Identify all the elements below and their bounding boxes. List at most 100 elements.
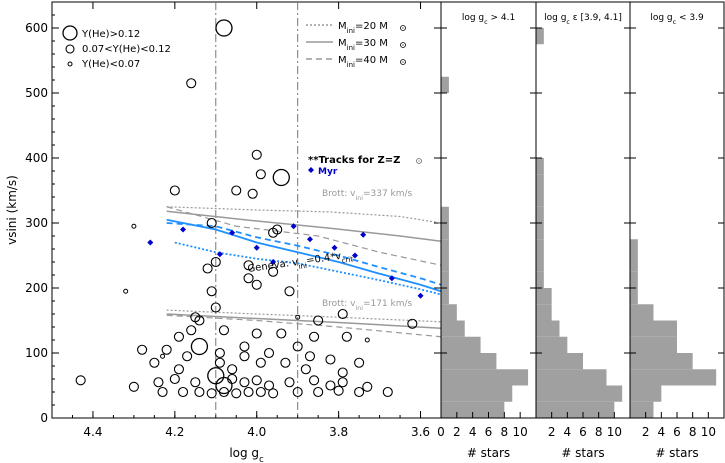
brott-low-label-part: Brott: v [322, 299, 356, 309]
star-point-medium [300, 364, 311, 375]
histogram-bar [536, 174, 544, 191]
geneva-label-part: ini [298, 262, 307, 271]
histogram-bar [630, 369, 717, 386]
y-tick-label: 600 [25, 21, 48, 35]
hist-x-axis-label: # stars [467, 446, 510, 460]
hist-x-tick-label: 0 [437, 425, 445, 439]
star-point-medium [325, 380, 336, 391]
histogram-bar [630, 271, 638, 288]
hist-x-tick-label: 8 [689, 425, 697, 439]
brott-low-label-part: =171 km/s [363, 299, 413, 309]
legend-track-label: Mini=30 M [338, 38, 388, 52]
star-point-medium [206, 286, 217, 297]
star-point-medium [284, 377, 295, 388]
star-point-medium [75, 375, 86, 386]
star-point-medium [313, 315, 324, 326]
star-point-medium [255, 357, 266, 368]
legend-track-label-part: M [338, 38, 347, 49]
star-point-small [123, 288, 129, 294]
histogram-bar [441, 255, 449, 272]
hist-x-tick-label: 4 [564, 425, 572, 439]
hist-x-tick-label: 4 [469, 425, 477, 439]
legend-track-label-part: =30 M [355, 38, 388, 49]
histogram-title: log gc < 3.9 [650, 13, 704, 26]
x-axis-label-part: log g [229, 446, 259, 460]
histogram-bar [536, 385, 623, 402]
star-point-medium [161, 344, 172, 355]
histogram-bar [441, 369, 529, 386]
histogram-bar [630, 304, 654, 321]
hist-x-tick-label: 2 [642, 425, 650, 439]
brott-high-30msun-track [166, 210, 442, 242]
histogram-title-part: c [566, 19, 570, 26]
myr-marker [253, 244, 260, 251]
hist-x-tick-label: 10 [607, 425, 622, 439]
x-tick-label: 4.2 [165, 425, 184, 439]
star-point-medium [173, 331, 184, 342]
legend-track-label-part: ini [347, 27, 355, 35]
star-point-small [364, 337, 370, 343]
hist-x-axis-label: # stars [655, 446, 698, 460]
brott-high-label: Brott: vini=337 km/s [322, 189, 413, 202]
brott-high-label-part: =337 km/s [363, 189, 413, 199]
star-point-medium [182, 351, 193, 362]
histogram-bar [630, 320, 677, 337]
star-point-large [272, 168, 290, 187]
star-point-medium [313, 386, 324, 398]
geneva-40msun-track [166, 222, 442, 286]
hist-x-tick-label: 6 [673, 425, 681, 439]
x-axis-label: log gc [229, 446, 264, 463]
myr-legend-marker [308, 167, 314, 173]
histogram-bar [441, 288, 449, 305]
legend-he-low: Y(He)<0.07 [81, 59, 140, 70]
histogram-bar [536, 239, 544, 256]
histogram-title: log gc ε [3.9, 4.1] [544, 13, 622, 26]
histogram-bar [630, 401, 654, 418]
histogram-bar [441, 76, 449, 93]
star-point-medium [210, 302, 221, 313]
brott-low-label-part: ini [355, 305, 363, 312]
myr-marker [180, 226, 187, 233]
y-tick-label: 400 [25, 151, 48, 165]
star-point-medium [214, 357, 225, 368]
histogram-bar [536, 288, 552, 305]
histogram-bar [441, 385, 513, 402]
sun-symbol-dot [402, 61, 404, 63]
star-point-medium [210, 256, 221, 268]
star-point-medium [251, 149, 262, 160]
star-point-medium [243, 260, 254, 271]
star-point-medium [194, 315, 205, 326]
histogram-bar [536, 223, 544, 240]
star-point-medium [268, 388, 279, 399]
legend-he-high: Y(He)>0.12 [81, 29, 140, 40]
star-point-medium [153, 377, 164, 388]
star-point-medium [382, 386, 393, 398]
brott-low-label: Brott: vini=171 km/s [322, 299, 413, 312]
legend-track-label: Mini=40 M [338, 55, 388, 69]
star-point-medium [202, 263, 213, 274]
histogram-bar [630, 288, 638, 305]
geneva-label-part: crit [341, 255, 354, 265]
legend-medium-circle [65, 44, 75, 54]
myr-marker [270, 259, 277, 265]
hist-x-tick-label: 8 [501, 425, 509, 439]
star-point-medium [243, 273, 254, 284]
histogram-bar [441, 353, 497, 370]
y-tick-label: 500 [25, 86, 48, 100]
star-point-medium [309, 331, 320, 342]
x-tick-label: 4.0 [247, 425, 266, 439]
x-tick-label: 3.8 [329, 425, 348, 439]
myr-marker [216, 251, 223, 258]
star-point-small [295, 314, 301, 320]
star-point-medium [239, 377, 250, 388]
star-point-medium [268, 266, 279, 277]
star-point-medium [255, 169, 266, 180]
hist-x-axis-label: # stars [561, 446, 604, 460]
legend-track-label-part: ini [347, 44, 355, 52]
star-point-medium [325, 354, 336, 365]
star-point-medium [255, 386, 266, 398]
histogram-bar [441, 239, 449, 256]
hist-x-tick-label: 10 [701, 425, 716, 439]
star-point-medium [341, 331, 352, 342]
hist-x-tick-label: 2 [453, 425, 461, 439]
